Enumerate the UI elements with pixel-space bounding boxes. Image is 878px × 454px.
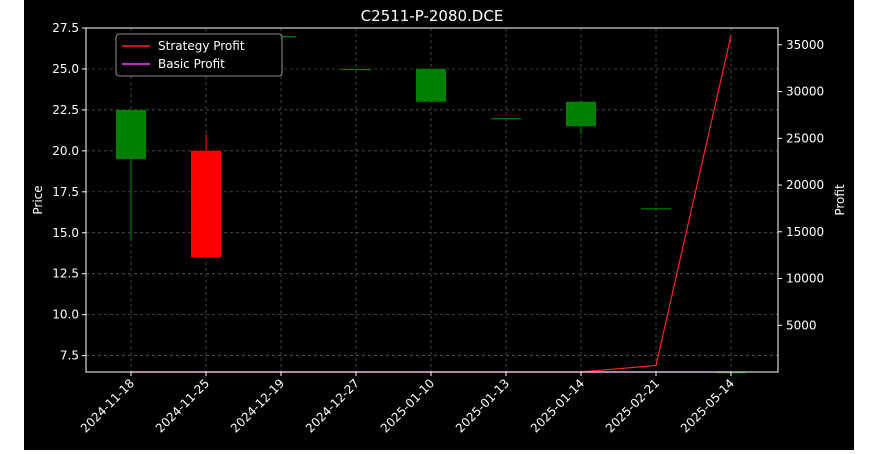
y-axis-left: 7.5 10.0 12.5 15.0 17.5 20.0 22.5 25.0 27.5 — [52, 21, 86, 363]
plot-frame — [85, 27, 779, 373]
y-axis-label: Price — [31, 185, 45, 214]
y2-tick-label: 15000 — [786, 225, 824, 239]
legend: Strategy Profit Basic Profit — [115, 33, 283, 77]
x-tick-label: 2024-11-25 — [153, 376, 212, 435]
candles — [116, 36, 746, 374]
legend-label: Strategy Profit — [158, 39, 245, 53]
candle-body — [116, 109, 146, 160]
candle-body — [416, 68, 446, 102]
legend-box — [115, 33, 283, 77]
y-tick-label: 22.5 — [52, 103, 79, 117]
y2-tick-label: 10000 — [786, 272, 824, 286]
x-tick-label: 2024-12-27 — [303, 376, 362, 435]
y2-axis-label: Profit — [833, 184, 847, 216]
x-tick-label: 2025-02-21 — [603, 376, 662, 435]
y-tick-label: 15.0 — [52, 226, 79, 240]
x-tick-label: 2025-01-14 — [528, 376, 587, 435]
x-tick-label: 2025-05-14 — [678, 376, 737, 435]
y2-tick-label: 30000 — [786, 85, 824, 99]
y2-tick-label: 25000 — [786, 131, 824, 145]
y-tick-label: 7.5 — [60, 349, 79, 363]
candle-body — [491, 118, 521, 120]
chart-title: C2511-P-2080.DCE — [361, 7, 504, 25]
y-tick-label: 20.0 — [52, 144, 79, 158]
x-tick-label: 2025-01-10 — [378, 376, 437, 435]
y-tick-label: 27.5 — [52, 21, 79, 35]
y-tick-label: 25.0 — [52, 62, 79, 76]
y-axis-right: 5000 10000 15000 20000 25000 30000 35000 — [778, 38, 824, 332]
y-tick-label: 12.5 — [52, 267, 79, 281]
y-tick-label: 17.5 — [52, 185, 79, 199]
y2-tick-label: 5000 — [786, 318, 817, 332]
chart-figure: 7.5 10.0 12.5 15.0 17.5 20.0 22.5 25.0 27.5 5000… — [24, 0, 854, 450]
y2-tick-label: 35000 — [786, 38, 824, 52]
x-axis: 2024-11-18 2024-11-25 2024-12-19 2024-12-27… — [78, 372, 737, 435]
y-tick-label: 10.0 — [52, 308, 79, 322]
candle-body — [641, 208, 671, 210]
legend-label: Basic Profit — [158, 57, 225, 71]
x-tick-label: 2024-12-19 — [228, 376, 287, 435]
x-tick-label: 2024-11-18 — [78, 376, 137, 435]
candle-body — [566, 101, 596, 127]
candle-body — [341, 68, 371, 71]
x-tick-label: 2025-01-13 — [453, 376, 512, 435]
chart-svg: 7.5 10.0 12.5 15.0 17.5 20.0 22.5 25.0 27.5 5000… — [31, 7, 847, 435]
y2-tick-label: 20000 — [786, 178, 824, 192]
candle-body — [191, 150, 221, 258]
